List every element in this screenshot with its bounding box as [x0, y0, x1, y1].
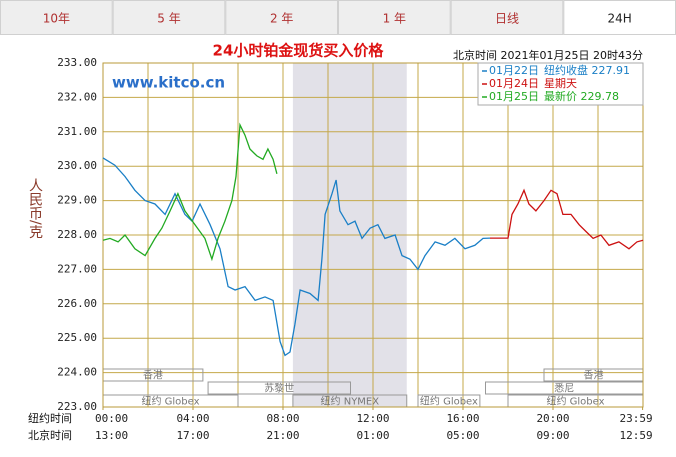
x-tick-label-beijing: 13:00: [95, 429, 128, 442]
session-label: 香港: [143, 370, 163, 382]
y-axis-label: 人民币/克: [27, 178, 43, 240]
tab-label: 1 年: [383, 12, 406, 26]
x-tick-label-beijing: 17:00: [176, 429, 209, 442]
y-tick-label: 226.00: [57, 297, 97, 310]
y-tick-label: 231.00: [57, 125, 97, 138]
y-tick-label: 228.00: [57, 228, 97, 241]
x-tick-label-beijing: 05:00: [446, 429, 479, 442]
x-tick-label: 00:00: [95, 412, 128, 425]
tab[interactable]: [0, 0, 113, 35]
tab[interactable]: [338, 0, 451, 35]
x-tick-label: 16:00: [446, 412, 479, 425]
legend-label: 01月24日: [489, 77, 539, 90]
y-tick-label: 223.00: [57, 400, 97, 413]
tab-label: 2 年: [270, 12, 293, 26]
line-series: [102, 122, 278, 262]
tab-label: 10年: [43, 12, 70, 26]
y-tick-label: 230.00: [57, 159, 97, 172]
session-bar: [207, 381, 351, 395]
plot: 223.00 224.00 225.00 226.00 227.00 228.00 229.…: [28, 56, 653, 442]
tab-label: 24H: [608, 12, 632, 26]
x-tick-label-beijing: 21:00: [266, 429, 299, 442]
y-tick-label: 229.00: [57, 194, 97, 207]
chart-title: 24小时铂金现货买入价格: [213, 42, 385, 60]
y-tick-label: 233.00: [57, 56, 97, 69]
session-label: 悉尼: [554, 383, 574, 395]
legend-label: 01月25日: [489, 90, 539, 103]
session-label: 纽约 Globex: [141, 395, 199, 408]
x-tick-label-beijing: 01:00: [356, 429, 389, 442]
x-tick-label: 20:00: [536, 412, 569, 425]
x-tick-label: 04:00: [176, 412, 209, 425]
legend: [477, 62, 644, 106]
legend-note: 星期天: [544, 77, 577, 90]
session-label: 纽约 NYMEX: [321, 395, 380, 408]
x-tick-label: 08:00: [266, 412, 299, 425]
y-tick-label: 224.00: [57, 366, 97, 379]
session-label: 香港: [584, 370, 604, 382]
line-series: [102, 157, 491, 357]
y-tick-label: 225.00: [57, 331, 97, 344]
x-tick-label-beijing: 09:00: [536, 429, 569, 442]
x-tick-label-beijing: 12:59: [619, 429, 652, 442]
tab-label: 5 年: [157, 12, 180, 26]
watermark: www.kitco.cn: [112, 74, 225, 92]
subtitle: 北京时间 2021年01月25日 20时43分: [453, 48, 643, 62]
y-tick-label: 232.00: [57, 90, 97, 103]
x-tick-label: 23:59: [619, 412, 652, 425]
y-tick-label: 227.00: [57, 262, 97, 275]
session-label: 苏黎世: [264, 382, 294, 395]
tab-label: 日线: [495, 12, 519, 26]
session-label: 纽约 Globex: [420, 395, 478, 408]
session-label: 纽约 Globex: [546, 395, 604, 408]
legend-note: 最新价 229.78: [544, 89, 619, 103]
legend-label: 01月22日: [489, 64, 539, 77]
x-axis-row-label: 北京时间: [28, 428, 72, 442]
x-tick-label: 12:00: [356, 412, 389, 425]
tab[interactable]: [450, 0, 564, 35]
tab[interactable]: [112, 0, 226, 35]
line-series: [490, 188, 644, 250]
x-axis-row-label: 纽约时间: [28, 411, 72, 425]
tab[interactable]: [225, 0, 338, 35]
legend-note: 纽约收盘 227.91: [544, 63, 630, 77]
tab-bar: 10年 5 年 2 年 1 年 日线 24H: [0, 0, 676, 35]
